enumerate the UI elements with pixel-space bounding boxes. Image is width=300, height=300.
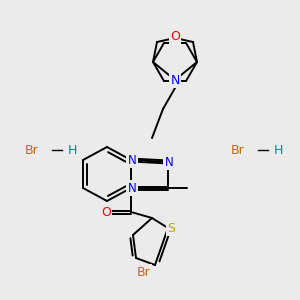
Text: H: H xyxy=(67,143,77,157)
Text: O: O xyxy=(170,31,180,44)
Text: Br: Br xyxy=(137,266,151,278)
Text: Br: Br xyxy=(231,143,245,157)
Text: Br: Br xyxy=(25,143,39,157)
Text: N: N xyxy=(128,182,136,194)
Text: N: N xyxy=(165,155,173,169)
Text: H: H xyxy=(273,143,283,157)
Text: O: O xyxy=(101,206,111,218)
Text: S: S xyxy=(167,221,175,235)
Text: N: N xyxy=(128,154,136,166)
Text: N: N xyxy=(170,74,180,86)
